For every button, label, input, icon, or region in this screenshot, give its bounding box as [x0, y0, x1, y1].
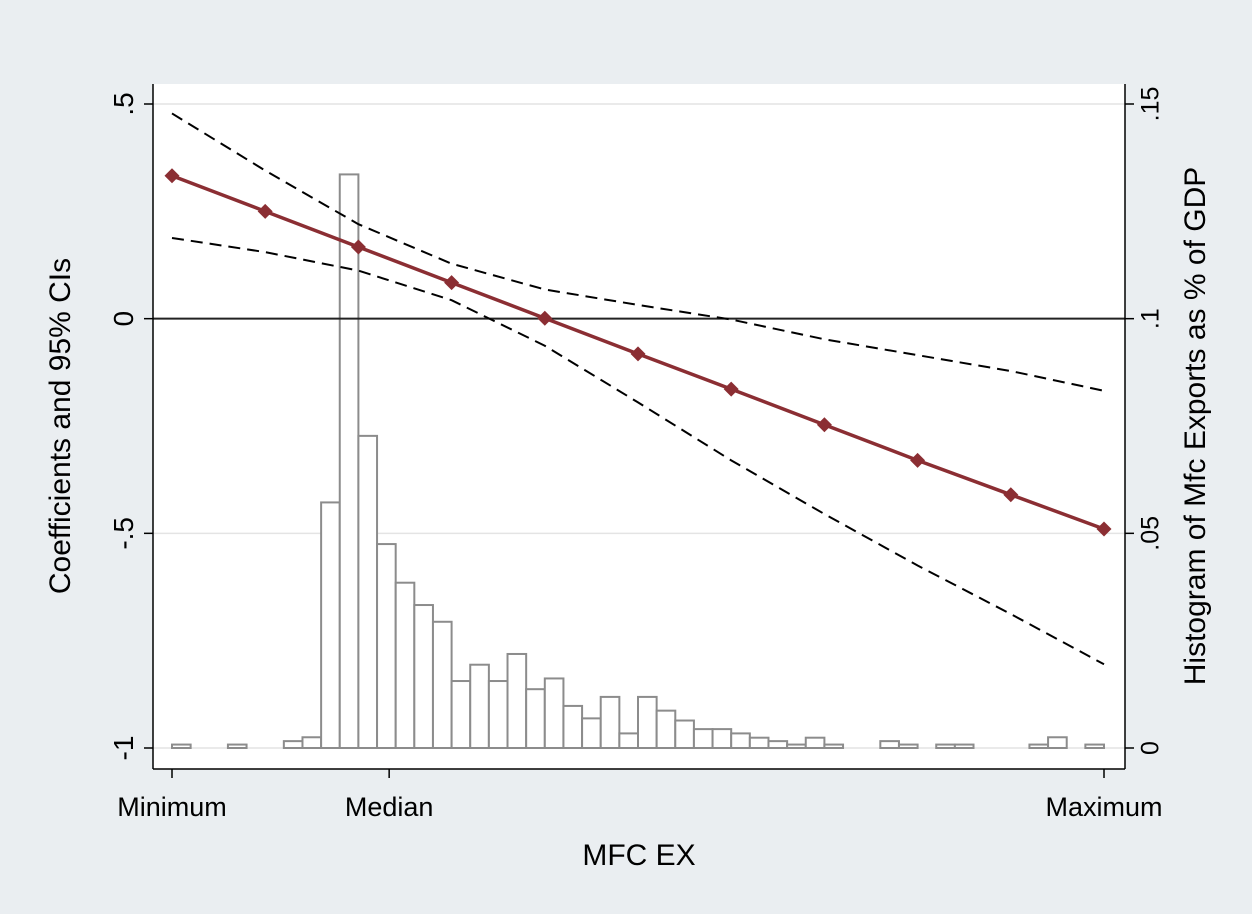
coefficient-marker [164, 168, 180, 184]
histogram-bar [338, 173, 360, 750]
histogram-bar [282, 740, 304, 750]
histogram-bar [171, 743, 192, 749]
plot-area [153, 84, 1125, 769]
y-tick-label-left: -1 [108, 736, 139, 761]
histogram-bar [897, 743, 919, 749]
histogram-bar [748, 736, 770, 749]
histogram-bar [655, 709, 677, 750]
coefficient-marker [444, 275, 460, 291]
histogram-bar [581, 717, 602, 749]
histogram-bar [618, 732, 639, 749]
histogram-bar [357, 434, 379, 749]
lower_ci-line [171, 236, 1105, 666]
histogram-bar [320, 501, 341, 749]
coefficient-marker [910, 452, 926, 468]
y-tick-label-right: 0 [1137, 741, 1165, 755]
y-tick-label-left: -.5 [108, 517, 139, 550]
histogram-bar [786, 743, 807, 749]
coefficient-marker [816, 417, 832, 433]
histogram-bar [692, 728, 714, 749]
y-tick-label-left: 0 [108, 311, 139, 327]
histogram-bar [823, 743, 845, 749]
histogram-bar [506, 652, 528, 750]
histogram-bar [935, 743, 956, 749]
coefficient-marker [630, 346, 646, 362]
histogram-bar [543, 677, 565, 749]
coefficient-marker [257, 203, 273, 219]
histogram-bar [562, 704, 584, 750]
histogram-bar [394, 581, 416, 749]
y-tick-label-left: .5 [108, 92, 139, 115]
x-tick-label: Minimum [117, 792, 227, 822]
histogram-bar [413, 604, 434, 749]
histogram-bar [879, 740, 900, 750]
coefficient-marker [350, 239, 366, 255]
y-axis-title-left: Coefficients and 95% CIs [44, 258, 77, 594]
histogram-bar [674, 719, 695, 749]
histogram-bar [599, 695, 621, 750]
histogram-bar [730, 732, 751, 749]
histogram-bar [767, 740, 789, 750]
x-axis-title: MFC EX [582, 839, 695, 872]
histogram-bar [804, 736, 826, 749]
histogram-bar [376, 543, 397, 749]
histogram-bar [525, 688, 546, 750]
histogram-bar [953, 743, 975, 749]
histogram-bar [431, 620, 453, 749]
x-tick-label: Maximum [1045, 792, 1162, 822]
y-tick-label-right: .05 [1137, 516, 1165, 551]
y-tick-label-right: .15 [1137, 87, 1165, 122]
axes: .5 0 -.5 -1 .15 .1 .05 0 Minimum Median Maximum [108, 84, 1165, 822]
histogram-bar [637, 695, 658, 750]
histogram-bar [487, 680, 509, 749]
histogram-bar [226, 743, 248, 749]
histogram-bar [711, 728, 733, 749]
histogram-bar [1047, 736, 1068, 749]
histogram-bar [469, 663, 490, 750]
y-tick-label-right: .1 [1137, 308, 1165, 329]
upper_ci-line [171, 112, 1105, 392]
histogram-bar [1084, 743, 1105, 749]
coefficient-marker [537, 310, 553, 326]
x-tick-label: Median [345, 792, 434, 822]
histogram-bar [1028, 743, 1050, 749]
y-axis-title-right: Histogram of Mfc Exports as % of GDP [1179, 167, 1212, 685]
coefficient-marker [1003, 487, 1019, 503]
series-lines [164, 112, 1112, 666]
coefficient-marker [1096, 521, 1112, 537]
histogram-bar [450, 680, 472, 749]
coefficient-marker [723, 381, 739, 397]
histogram-bar [301, 736, 323, 749]
